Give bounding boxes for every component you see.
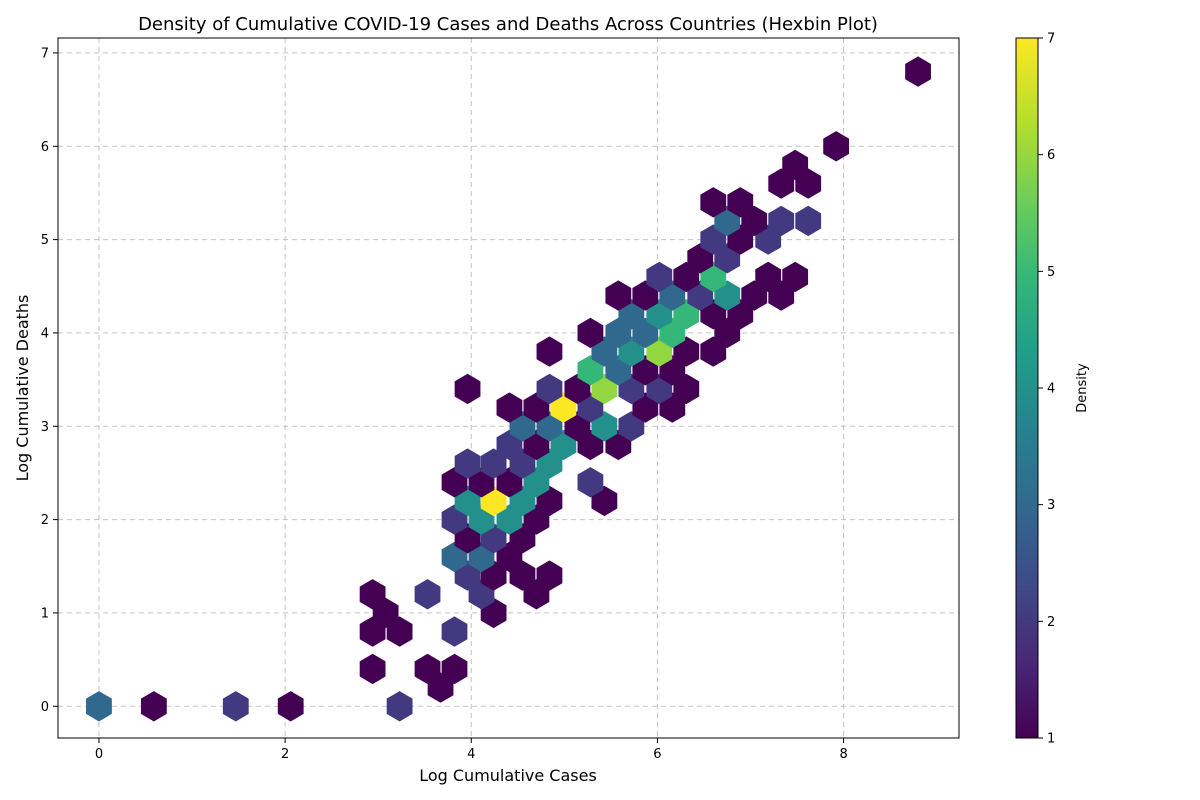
y-tick-label: 4 — [41, 326, 49, 341]
hexbin-cell — [387, 691, 413, 721]
hexbin-cell — [86, 691, 112, 721]
y-tick-label: 6 — [41, 140, 49, 155]
y-tick-label: 5 — [41, 233, 49, 248]
colorbar-tick-label: 5 — [1047, 265, 1055, 280]
hexbin-cell — [278, 691, 304, 721]
y-tick-label: 2 — [41, 513, 49, 528]
x-axis-label: Log Cumulative Cases — [419, 766, 597, 785]
x-axis-ticks: 0 2 4 6 8 — [95, 738, 848, 762]
colorbar-tick-label: 4 — [1047, 382, 1055, 397]
chart-title: Density of Cumulative COVID-19 Cases and… — [138, 14, 878, 35]
hexbin-cell — [360, 654, 386, 684]
hexbin-cell — [141, 691, 167, 721]
hexbin-cell — [455, 374, 481, 404]
colorbar — [1016, 38, 1038, 738]
hexbin-cell — [905, 56, 931, 86]
colorbar-tick-label: 6 — [1047, 148, 1055, 163]
y-axis-ticks: 0 1 2 3 4 5 6 7 — [41, 46, 58, 714]
hexbin-cells — [86, 56, 931, 721]
colorbar-tick-label: 3 — [1047, 498, 1055, 513]
colorbar-tick-label: 2 — [1047, 615, 1055, 630]
colorbar-tick-label: 1 — [1047, 732, 1055, 747]
x-tick-label: 6 — [653, 747, 661, 762]
colorbar-ticks: 1 2 3 4 5 6 7 — [1038, 32, 1055, 747]
colorbar-tick-label: 7 — [1047, 32, 1055, 47]
hexbin-cell — [823, 131, 849, 161]
y-tick-label: 3 — [41, 420, 49, 435]
hexbin-cell — [442, 616, 468, 646]
x-tick-label: 4 — [467, 747, 475, 762]
hexbin-cell — [537, 336, 563, 366]
x-tick-label: 8 — [839, 747, 847, 762]
y-tick-label: 1 — [41, 606, 49, 621]
y-tick-label: 7 — [41, 46, 49, 61]
hexbin-cell — [415, 579, 441, 609]
hexbin-cell — [223, 691, 249, 721]
x-tick-label: 2 — [281, 747, 289, 762]
y-axis-label: Log Cumulative Deaths — [13, 295, 32, 482]
colorbar-label: Density — [1075, 363, 1090, 413]
x-tick-label: 0 — [95, 747, 103, 762]
y-tick-label: 0 — [41, 700, 49, 715]
hexbin-cell — [795, 206, 821, 236]
